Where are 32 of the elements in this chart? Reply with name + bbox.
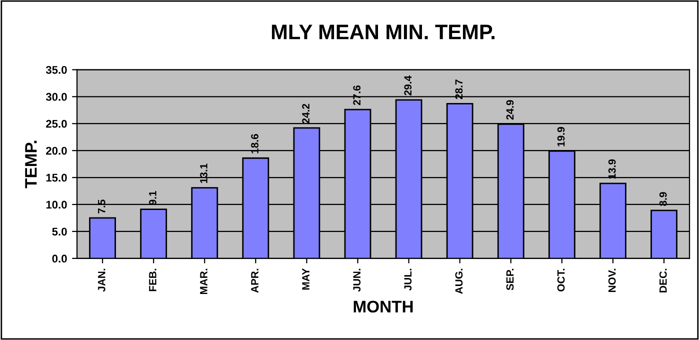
x-tick-label: MAR. [200,268,208,294]
x-axis-title: MONTH [354,300,413,313]
chart-title: MLY MEAN MIN. TEMP. [272,24,495,40]
x-tick-label: JAN. [98,268,106,292]
data-label: 27.6 [353,86,361,106]
data-label: 29.4 [404,76,412,96]
data-label: 28.7 [455,80,463,100]
x-tick-label: OCT. [557,268,565,292]
x-tick-label: JUL. [404,268,412,291]
data-label: 13.1 [200,164,208,183]
y-tick-label: 15.0 [46,174,67,182]
x-tick-label: MAY [302,268,310,290]
y-axis-title: TEMP. [25,140,37,188]
x-tick-label: NOV. [608,268,616,292]
x-tick-label: FEB. [149,268,156,292]
x-tick-label: SEP. [506,268,514,290]
x-tick-label: APR. [251,268,258,293]
y-tick-label: 5.0 [52,228,67,236]
y-tick-label: 20.0 [46,146,67,155]
x-tick-label: AUG. [455,268,463,294]
y-tick-label: 25.0 [46,120,67,128]
data-label: 24.9 [506,100,514,120]
data-label: 19.9 [557,127,565,146]
data-label: 24.2 [302,104,310,124]
data-label: 13.9 [608,159,616,179]
x-tick-label: JUN. [353,268,361,292]
data-label: 9.1 [148,190,156,205]
y-tick-label: 10.0 [46,200,67,209]
y-tick-label: 0.0 [52,254,67,263]
y-tick-label: 35.0 [46,66,67,74]
x-tick-label: DEC. [659,268,667,292]
y-tick-label: 30.0 [46,92,67,101]
